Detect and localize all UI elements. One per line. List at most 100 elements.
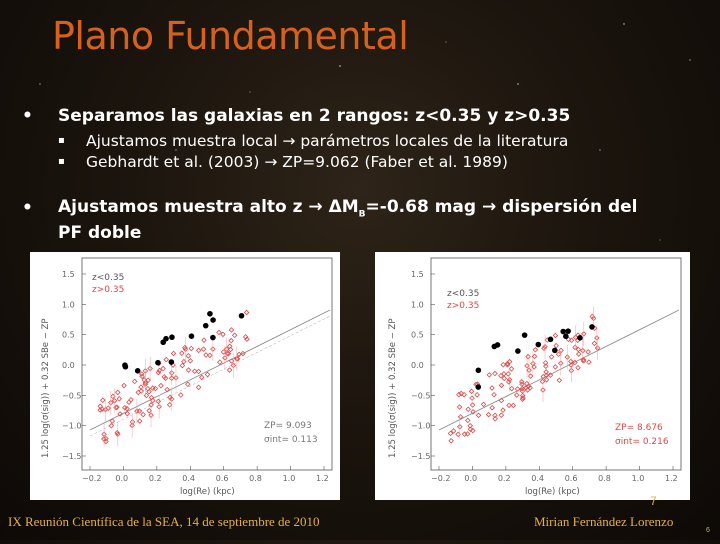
high-z-marker [179,362,186,369]
x-axis-label: log(Re) (kpc) [180,487,235,497]
fp-plot-left-svg: −0.2 0.0 0.2 0.4 0.6 0.8 1.0 1.2 1.5 1.0 0.5 0.0 −0.… [41,257,333,497]
high-z-marker [491,391,497,398]
high-z-marker [543,369,549,375]
high-z-marker [547,372,554,378]
high-z-marker [179,350,185,357]
x-tick-label: 0.4 [182,474,195,483]
high-z-marker [227,346,234,353]
x-tick-label: −0.2 [431,474,450,483]
high-z-marker [556,377,563,384]
high-z-marker [136,408,143,414]
x-tick-label: 0.8 [249,474,262,483]
high-z-marker [195,347,202,354]
high-z-marker [182,344,188,351]
high-z-marker [470,409,476,415]
high-z-marker [475,412,482,419]
low-z-marker [207,310,213,317]
x-tick-label: 0.6 [216,474,229,483]
high-z-marker [552,364,559,370]
y-axis-label: 1.25 log(σ(sig)) + 0.32 SBe − ZP [41,318,51,458]
high-z-marker [575,364,581,371]
y-tick-label: −1.5 [411,452,430,461]
high-z-marker [228,327,235,333]
high-z-marker [220,331,226,338]
legend-low-z: z<0.35 [92,273,124,283]
sigma-label: σint= 0.113 [264,435,318,445]
low-z-marker [475,384,482,390]
y-tick-label: 0.5 [411,331,424,340]
low-z-marker [521,332,528,338]
x-tick-label: 0.2 [149,474,162,483]
bullet-2-line-2: PF doble [58,223,142,244]
high-z-marker [240,350,246,357]
zp-label: ZP= 8.676 [615,423,663,433]
high-z-marker [131,378,138,385]
high-z-marker [231,332,238,339]
legend-low-z: z<0.35 [447,289,479,299]
high-z-marker [461,391,467,398]
x-tick-label: 1.2 [316,474,329,483]
high-z-marker [468,388,475,395]
high-z-marker [531,353,538,360]
low-z-marker [475,367,482,374]
sub-bullet-1-text: Ajustamos muestra local → parámetros loc… [86,132,569,150]
x-tick-label: 1.0 [632,474,645,483]
high-z-marker [572,344,578,351]
high-z-marker [166,402,173,408]
high-z-marker [467,423,473,429]
high-z-marker [207,352,213,359]
high-z-marker [115,389,121,396]
high-z-marker [568,362,574,368]
high-z-marker [200,346,207,352]
high-z-marker [504,361,511,368]
x-tick-label: 0.6 [565,474,578,483]
high-z-marker [160,365,166,372]
high-z-marker [138,388,145,394]
high-z-marker [580,358,587,364]
high-z-marker [126,399,132,405]
high-z-marker [225,350,232,357]
high-z-marker [498,412,505,418]
high-z-marker [155,369,162,376]
y-tick-label: −0.5 [411,391,430,400]
sub-bullet-marker: ▪ [58,156,65,167]
high-z-marker [158,382,164,389]
high-z-marker [506,379,512,385]
low-z-marker [560,328,566,335]
high-z-marker [492,370,498,377]
high-z-marker [555,351,562,358]
high-z-marker [447,430,454,437]
high-z-marker [457,414,464,420]
corner-number: 6 [706,527,710,534]
high-z-marker [558,347,564,354]
high-z-marker [492,412,498,419]
high-z-marker [204,371,211,378]
high-z-marker [500,407,506,413]
high-z-marker [148,402,154,408]
high-z-marker [201,337,207,343]
x-tick-label: 0.8 [598,474,611,483]
high-z-marker [467,426,474,432]
high-z-marker [506,358,513,365]
high-z-marker [525,383,532,389]
high-z-marker [518,379,525,385]
high-z-marker [148,394,155,401]
low-z-marker [547,336,554,343]
high-z-marker [124,405,130,412]
fp-plot-left: −0.2 0.0 0.2 0.4 0.6 0.8 1.0 1.2 1.5 1.0 0.5 0.0 −0.… [30,252,340,500]
high-z-marker [500,361,507,368]
y-tick-label: −0.5 [62,391,81,400]
high-z-marker [470,427,476,434]
high-z-marker [187,358,194,364]
x-tick-label: 0.4 [531,474,544,483]
zp-label: ZP= 9.093 [264,421,312,431]
high-z-marker [140,411,146,418]
sub-bullet-2-text: Gebhardt et al. (2003) → ZP=9.062 (Faber… [86,153,508,171]
high-z-marker [105,405,111,411]
bullet-marker: • [22,198,33,218]
bullet-marker: • [22,106,33,126]
low-z-marker [202,322,209,329]
y-tick-label: 1.5 [62,270,75,279]
high-z-marker [548,354,555,360]
x-tick-label: 0.2 [498,474,511,483]
